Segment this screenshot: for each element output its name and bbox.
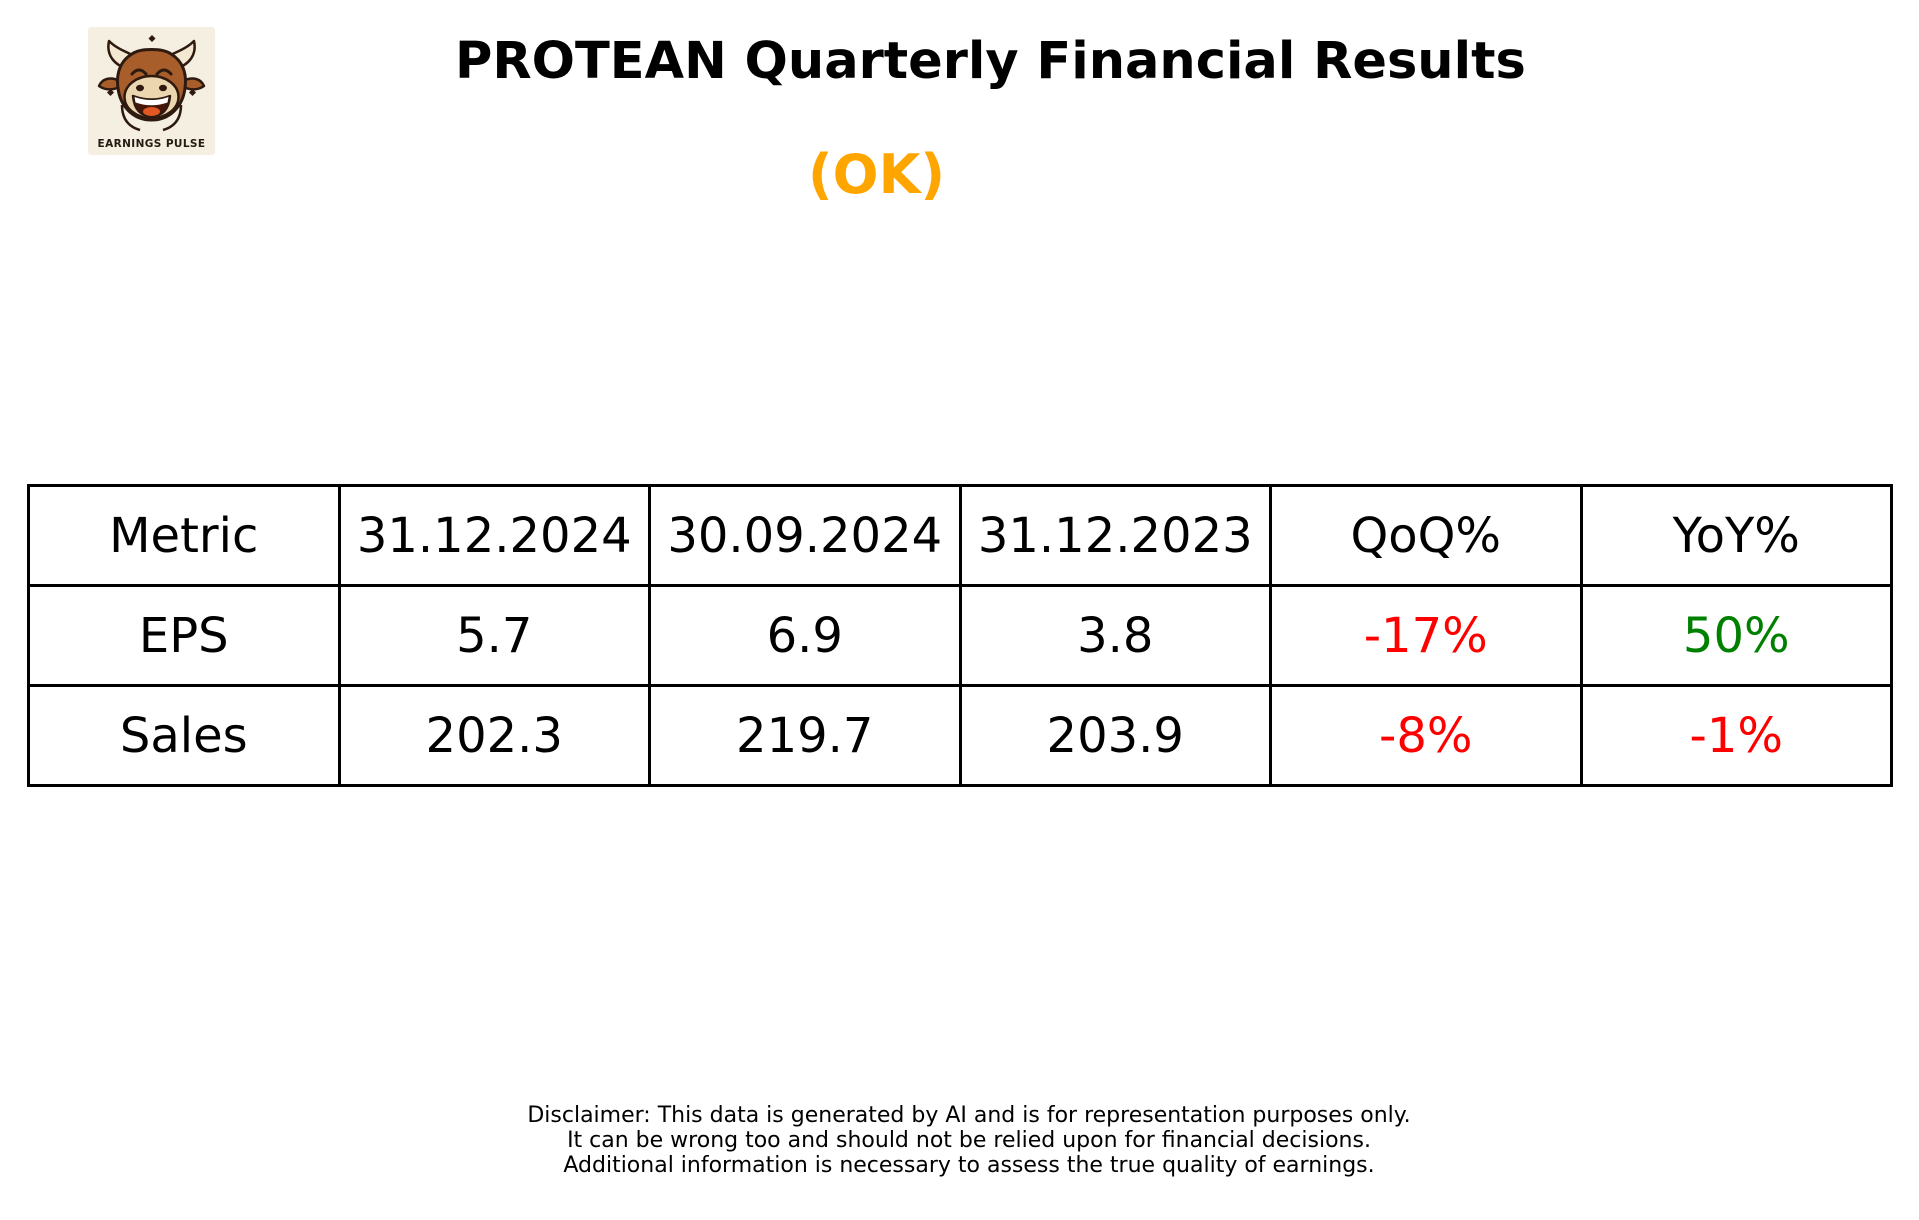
column-header-q-current: 31.12.2024: [337, 484, 651, 587]
column-header-yoy: YoY%: [1579, 484, 1893, 587]
cell-value: 6.9: [648, 584, 962, 687]
verdict-badge: (OK): [808, 143, 946, 206]
cell-value: 203.9: [958, 684, 1272, 787]
page-title: PROTEAN Quarterly Financial Results: [455, 32, 1526, 91]
cell-qoq-change: -8%: [1269, 684, 1583, 787]
column-header-qoq: QoQ%: [1269, 484, 1583, 587]
disclaimer-text: Disclaimer: This data is generated by AI…: [0, 1103, 1919, 1178]
disclaimer-line: It can be wrong too and should not be re…: [567, 1128, 1371, 1153]
table-row-sales: Sales 202.3 219.7 203.9 -8% -1%: [27, 684, 1893, 787]
cell-qoq-change: -17%: [1269, 584, 1583, 687]
cell-metric-name: EPS: [27, 584, 341, 687]
cell-yoy-change: 50%: [1579, 584, 1893, 687]
table-header-row: Metric 31.12.2024 30.09.2024 31.12.2023 …: [27, 484, 1893, 587]
cell-value: 5.7: [337, 584, 651, 687]
financial-results-table: Metric 31.12.2024 30.09.2024 31.12.2023 …: [27, 484, 1893, 787]
cell-metric-name: Sales: [27, 684, 341, 787]
cell-value: 219.7: [648, 684, 962, 787]
table-row-eps: EPS 5.7 6.9 3.8 -17% 50%: [27, 584, 1893, 687]
bull-logo-icon: EARNINGS PULSE: [88, 27, 215, 155]
column-header-metric: Metric: [27, 484, 341, 587]
column-header-q-previous: 30.09.2024: [648, 484, 962, 587]
cell-value: 202.3: [337, 684, 651, 787]
earnings-pulse-logo: EARNINGS PULSE: [88, 27, 215, 155]
logo-brand-text: EARNINGS PULSE: [98, 138, 206, 150]
disclaimer-line: Additional information is necessary to a…: [563, 1153, 1375, 1178]
column-header-q-yearago: 31.12.2023: [958, 484, 1272, 587]
disclaimer-line: Disclaimer: This data is generated by AI…: [527, 1103, 1411, 1128]
cell-value: 3.8: [958, 584, 1272, 687]
cell-yoy-change: -1%: [1579, 684, 1893, 787]
